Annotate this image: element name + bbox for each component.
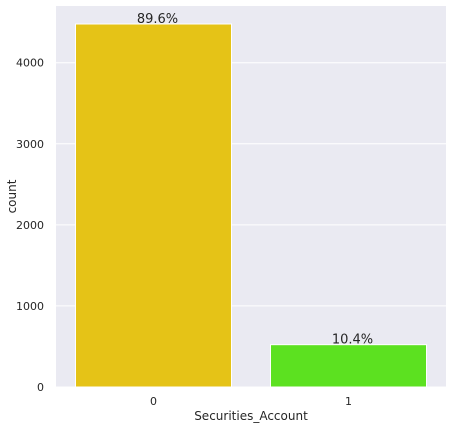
- data-label-0: 89.6%: [137, 12, 178, 27]
- bar-0: [75, 23, 232, 388]
- x-tick-label: 0: [150, 395, 157, 408]
- data-labels: 89.6% 10.4%: [137, 12, 373, 348]
- y-tick-label: 4000: [16, 57, 44, 70]
- y-tick-label: 1000: [16, 300, 44, 313]
- data-label-1: 10.4%: [332, 333, 373, 348]
- y-tick-label: 0: [37, 381, 44, 394]
- y-tick-labels: 0 1000 2000 3000 4000: [16, 57, 44, 394]
- y-tick-label: 3000: [16, 138, 44, 151]
- bars: [75, 23, 427, 388]
- bar-1: [270, 344, 427, 388]
- y-axis-label: count: [5, 179, 19, 213]
- y-tick-label: 2000: [16, 219, 44, 232]
- x-tick-label: 1: [345, 395, 352, 408]
- x-axis-label: Securities_Account: [194, 409, 308, 423]
